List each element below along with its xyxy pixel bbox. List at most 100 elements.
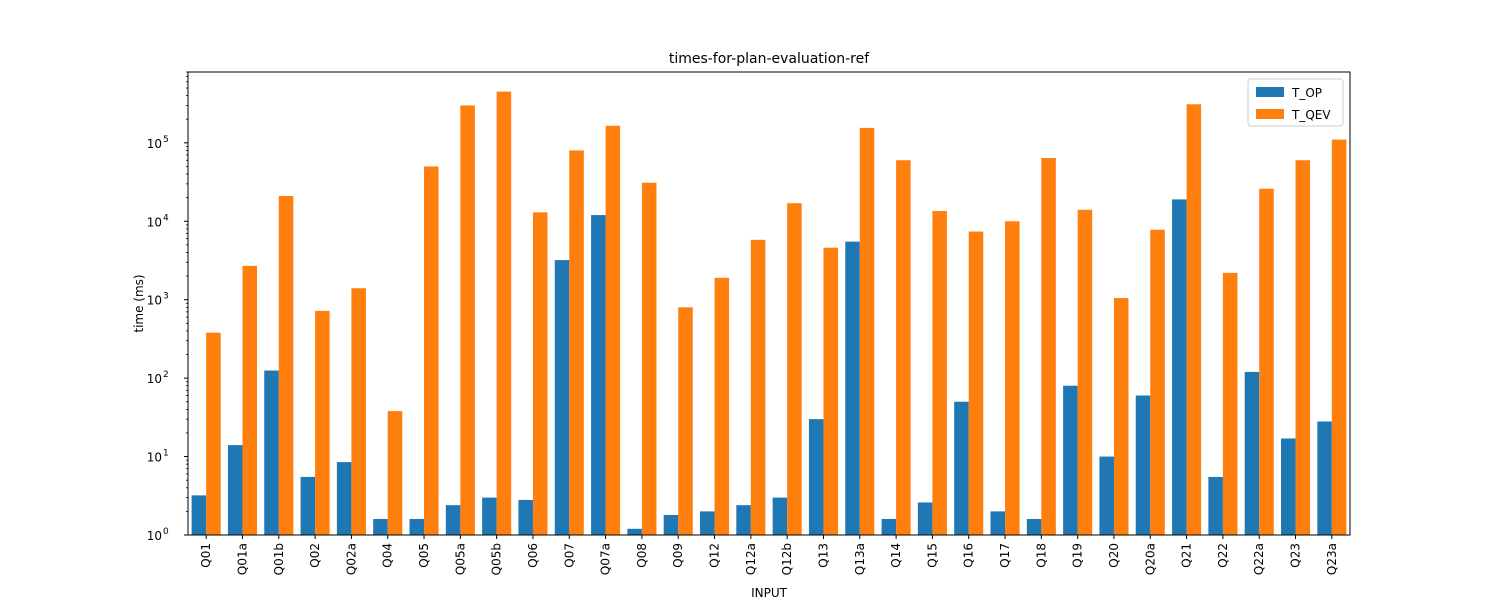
x-tick-label: Q05b xyxy=(490,543,504,575)
bar-t-op-q13 xyxy=(808,419,824,535)
bar-t-op-q23 xyxy=(1281,438,1296,535)
y-tick-label: 10 xyxy=(147,137,162,151)
x-tick-label: Q15 xyxy=(925,543,939,568)
bar-t-qev-q12b xyxy=(787,203,802,535)
x-tick-label: Q23a xyxy=(1325,543,1339,575)
bar-t-op-q18 xyxy=(1026,518,1042,535)
x-tick-label: Q16 xyxy=(962,543,976,568)
bar-t-op-q20 xyxy=(1099,456,1114,535)
bar-t-qev-q12 xyxy=(714,277,730,535)
bar-t-qev-q16 xyxy=(968,231,984,535)
bar-t-qev-q14 xyxy=(896,160,911,536)
chart-title: times-for-plan-evaluation-ref xyxy=(669,51,870,67)
y-tick-label: 10 xyxy=(147,529,162,543)
x-tick-label: Q21 xyxy=(1180,543,1194,568)
x-tick-label: Q14 xyxy=(889,543,903,568)
bar-t-qev-q15 xyxy=(932,211,947,536)
bar-t-op-q14 xyxy=(881,518,897,535)
plot-frame xyxy=(187,71,1351,536)
x-tick-label: Q12b xyxy=(780,543,794,575)
bar-t-op-q22 xyxy=(1208,476,1223,535)
bar-t-qev-q05b xyxy=(496,91,512,535)
bar-t-op-q23a xyxy=(1317,421,1332,535)
bar-t-qev-q13 xyxy=(823,247,838,535)
y-axis-label: time (ms) xyxy=(132,274,146,332)
bar-t-op-q12 xyxy=(700,511,715,535)
x-tick-label: Q07a xyxy=(599,543,613,575)
x-tick-label: Q12a xyxy=(744,543,758,575)
bar-t-qev-q04 xyxy=(387,411,403,535)
bar-t-op-q02 xyxy=(300,476,316,535)
x-tick-label: Q04 xyxy=(381,543,395,568)
legend: T_OP T_QEV xyxy=(1247,78,1344,127)
bar-t-qev-q01 xyxy=(206,332,221,535)
bar-t-op-q19 xyxy=(1063,385,1078,535)
bar-t-op-q07a xyxy=(591,215,606,535)
x-tick-label: Q19 xyxy=(1071,543,1085,568)
bar-t-op-q06 xyxy=(518,499,533,535)
x-ticks-group: Q01 Q01a Q01b Q02 Q02a Q04 Q05 Q05a Q05b Q06 Q07 Q0… xyxy=(199,535,1339,575)
legend-swatch-t-qev xyxy=(1256,109,1284,119)
x-tick-label: Q22a xyxy=(1252,543,1266,575)
bar-t-qev-q02 xyxy=(315,310,330,535)
x-tick-label: Q01 xyxy=(199,543,213,568)
bar-t-op-q05b xyxy=(482,497,497,535)
bar-t-op-q12a xyxy=(736,505,751,535)
bar-t-qev-q07a xyxy=(605,125,621,536)
bar-t-op-q01 xyxy=(191,495,207,535)
x-tick-label: Q05 xyxy=(417,543,431,568)
x-tick-label: Q01a xyxy=(235,543,249,575)
bar-t-qev-q01a xyxy=(242,265,257,535)
bar-t-op-q02a xyxy=(336,462,352,535)
bar-t-qev-q07 xyxy=(569,150,584,535)
bar-t-op-q01b xyxy=(264,370,279,535)
bar-t-qev-q06 xyxy=(532,212,548,535)
y-tick-exponent: 3 xyxy=(163,292,169,302)
x-tick-label: Q17 xyxy=(998,543,1012,568)
bar-t-qev-q08 xyxy=(641,182,657,536)
x-tick-label: Q20a xyxy=(1143,543,1157,575)
x-tick-label: Q13 xyxy=(816,543,830,568)
x-tick-label: Q18 xyxy=(1034,543,1048,568)
bar-t-qev-q17 xyxy=(1005,221,1020,535)
bar-t-op-q05a xyxy=(445,505,461,535)
bar-t-op-q20a xyxy=(1135,395,1151,535)
bar-t-op-q07 xyxy=(554,260,570,535)
x-tick-label: Q02 xyxy=(308,543,322,568)
bar-t-op-q16 xyxy=(954,401,969,535)
legend-label-t-op: T_OP xyxy=(1291,86,1322,100)
bar-t-qev-q12a xyxy=(750,239,766,535)
x-tick-label: Q12 xyxy=(708,543,722,568)
bar-t-qev-q22a xyxy=(1259,188,1274,535)
bar-t-op-q08 xyxy=(627,528,642,535)
legend-label-t-qev: T_QEV xyxy=(1291,108,1331,122)
x-tick-label: Q23 xyxy=(1289,543,1303,568)
bar-t-qev-q19 xyxy=(1077,209,1093,536)
x-tick-label: Q06 xyxy=(526,543,540,568)
x-tick-label: Q22 xyxy=(1216,543,1230,568)
x-tick-label: Q08 xyxy=(635,543,649,568)
y-tick-label: 10 xyxy=(147,372,162,386)
bar-t-op-q13a xyxy=(845,241,860,535)
x-tick-label: Q05a xyxy=(453,543,467,575)
bar-t-qev-q05a xyxy=(460,105,475,535)
bar-t-op-q15 xyxy=(917,502,933,535)
bar-t-op-q22a xyxy=(1244,371,1260,535)
y-tick-label: 10 xyxy=(147,215,162,229)
y-tick-exponent: 1 xyxy=(163,449,169,459)
y-tick-exponent: 2 xyxy=(163,370,169,380)
bar-t-op-q04 xyxy=(373,518,388,535)
bar-t-qev-q09 xyxy=(678,307,693,535)
bar-t-qev-q02a xyxy=(351,288,366,535)
x-axis-label: INPUT xyxy=(751,586,788,600)
x-tick-label: Q01b xyxy=(272,543,286,575)
y-tick-label: 10 xyxy=(147,294,162,308)
bar-t-qev-q20a xyxy=(1150,229,1165,536)
bar-t-qev-q22 xyxy=(1222,272,1238,535)
y-tick-exponent: 5 xyxy=(163,135,169,145)
bars-group xyxy=(191,91,1347,536)
bar-t-qev-q23 xyxy=(1295,160,1311,536)
y-tick-exponent: 4 xyxy=(163,213,169,223)
bar-t-op-q01a xyxy=(227,445,243,535)
